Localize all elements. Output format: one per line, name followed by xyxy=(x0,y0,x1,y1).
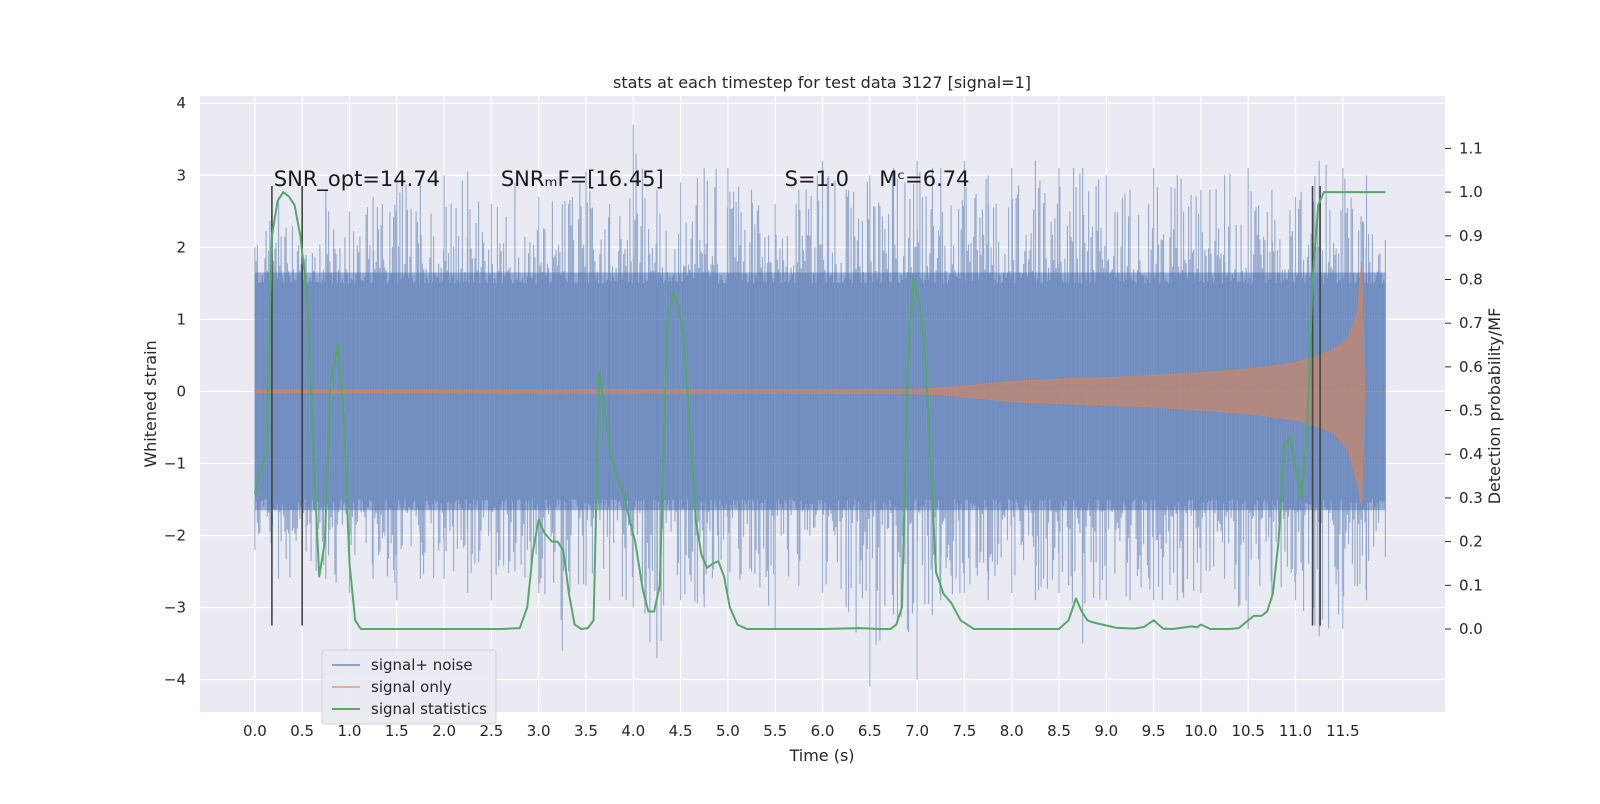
y-tick-label: −1 xyxy=(164,454,186,472)
y-tick-label: −3 xyxy=(164,599,186,617)
y-tick-label: 2 xyxy=(176,238,186,256)
x-tick-label: 10.5 xyxy=(1232,722,1265,740)
tick-layer: 0.0 0.5 1.0 1.5 2.0 2.5 3.0 3.5 4.0 4.5 5.0 5.5 6.0 6… xyxy=(164,94,1483,740)
x-tick-label: 6.0 xyxy=(811,722,835,740)
x-tick-label: 0.0 xyxy=(243,722,267,740)
y2-tick-label: 0.5 xyxy=(1459,402,1483,420)
x-tick-label: 4.5 xyxy=(669,722,693,740)
x-tick-label: 11.0 xyxy=(1279,722,1312,740)
y2-tick-label: 0.9 xyxy=(1459,227,1483,245)
x-tick-label: 7.0 xyxy=(905,722,929,740)
legend-label-signal-statistics: signal statistics xyxy=(371,700,487,718)
x-tick-label: 11.5 xyxy=(1326,722,1359,740)
x-tick-label: 1.0 xyxy=(338,722,362,740)
y2-tick-label: 1.1 xyxy=(1459,139,1483,157)
data-layer xyxy=(254,124,1386,687)
stat-annotation: S=1.0 xyxy=(785,167,849,191)
stat-annotation: SNRₘF=[16.45] xyxy=(501,167,664,191)
x-tick-label: 3.5 xyxy=(574,722,598,740)
x-tick-label: 10.0 xyxy=(1184,722,1217,740)
y2-tick-label: 0.3 xyxy=(1459,489,1483,507)
y2-tick-label: 0.2 xyxy=(1459,533,1483,551)
x-tick-label: 2.5 xyxy=(479,722,503,740)
y2-tick-label: 0.1 xyxy=(1459,576,1483,594)
x-tick-label: 8.0 xyxy=(1000,722,1024,740)
x-tick-label: 4.0 xyxy=(621,722,645,740)
y-tick-label: −2 xyxy=(164,526,186,544)
x-tick-label: 5.0 xyxy=(716,722,740,740)
annot-layer: SNR_opt=14.74 SNRₘF=[16.45] S=1.0 Mᶜ=6.74 xyxy=(274,167,970,192)
y2-tick-label: 0.0 xyxy=(1459,620,1483,638)
x-tick-label: 5.5 xyxy=(763,722,787,740)
legend-box xyxy=(321,649,497,725)
x-axis-label: Time (s) xyxy=(788,746,854,765)
y2-tick-label: 0.6 xyxy=(1459,358,1483,376)
stat-annotation: SNR_opt=14.74 xyxy=(274,167,440,192)
y2-tick-label: 1.0 xyxy=(1459,183,1483,201)
x-tick-label: 2.0 xyxy=(432,722,456,740)
x-tick-label: 9.5 xyxy=(1142,722,1166,740)
y-tick-label: 3 xyxy=(176,166,186,184)
x-tick-label: 0.5 xyxy=(290,722,314,740)
y2-tick-label: 0.8 xyxy=(1459,270,1483,288)
y2-tick-label: 0.4 xyxy=(1459,445,1483,463)
x-tick-label: 3.0 xyxy=(527,722,551,740)
y-tick-label: 4 xyxy=(176,94,186,112)
y-tick-label: 0 xyxy=(176,382,186,400)
y-axis-label: Whitened strain xyxy=(141,340,160,467)
x-tick-label: 6.5 xyxy=(858,722,882,740)
y2-tick-label: 0.7 xyxy=(1459,314,1483,332)
x-tick-label: 1.5 xyxy=(385,722,409,740)
legend-label-signal-only: signal only xyxy=(371,678,452,696)
signal-statistics-series xyxy=(253,191,1386,630)
x-tick-label: 8.5 xyxy=(1047,722,1071,740)
y-tick-label: 1 xyxy=(176,310,186,328)
stat-layer xyxy=(253,191,1386,630)
chart-title: stats at each timestep for test data 312… xyxy=(613,73,1031,92)
x-tick-label: 7.5 xyxy=(952,722,976,740)
legend-label-signal-noise: signal+ noise xyxy=(371,656,473,674)
stat-annotation: Mᶜ=6.74 xyxy=(879,167,969,191)
y2-axis-label: Detection probability/MF xyxy=(1485,308,1504,505)
signal-only-series xyxy=(254,261,1386,507)
x-tick-label: 9.0 xyxy=(1094,722,1118,740)
legend: signal+ noise signal only signal statist… xyxy=(321,649,497,725)
y-tick-label: −4 xyxy=(164,671,186,689)
